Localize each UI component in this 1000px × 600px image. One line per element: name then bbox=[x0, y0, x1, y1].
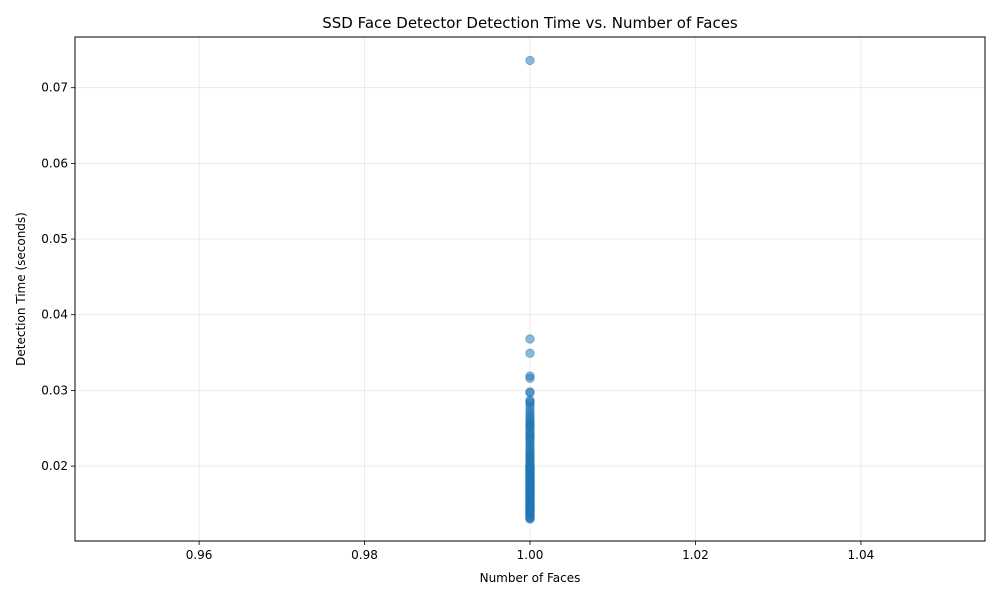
scatter-point bbox=[525, 334, 535, 344]
chart-title: SSD Face Detector Detection Time vs. Num… bbox=[322, 14, 738, 32]
points-layer bbox=[525, 55, 535, 524]
x-tick-label: 1.02 bbox=[682, 548, 709, 562]
x-tick-label: 1.04 bbox=[848, 548, 875, 562]
x-tick-label: 0.98 bbox=[351, 548, 378, 562]
x-tick-label: 0.96 bbox=[186, 548, 213, 562]
y-tick-label: 0.06 bbox=[41, 156, 68, 170]
ticks-layer: 0.96 0.98 1.00 1.02 1.04 0.02 0.03 0.04 0.05 0.06… bbox=[41, 81, 874, 562]
y-tick-label: 0.04 bbox=[41, 308, 68, 322]
scatter-point bbox=[525, 472, 535, 483]
scatter-point bbox=[525, 464, 535, 474]
x-tick-label: 1.00 bbox=[517, 548, 544, 562]
scatter-point bbox=[525, 348, 535, 359]
scatter-point bbox=[525, 481, 535, 491]
scatter-point bbox=[525, 501, 535, 511]
scatter-point bbox=[525, 489, 535, 499]
y-tick-label: 0.05 bbox=[41, 232, 68, 246]
scatter-point bbox=[525, 373, 535, 383]
y-tick-label: 0.02 bbox=[41, 459, 68, 473]
x-axis-label: Number of Faces bbox=[480, 571, 581, 585]
scatter-point bbox=[525, 55, 535, 66]
y-tick-label: 0.07 bbox=[41, 81, 68, 95]
scatter-point bbox=[525, 514, 535, 524]
y-tick-label: 0.03 bbox=[41, 383, 68, 397]
y-axis-label: Detection Time (seconds) bbox=[14, 212, 28, 366]
